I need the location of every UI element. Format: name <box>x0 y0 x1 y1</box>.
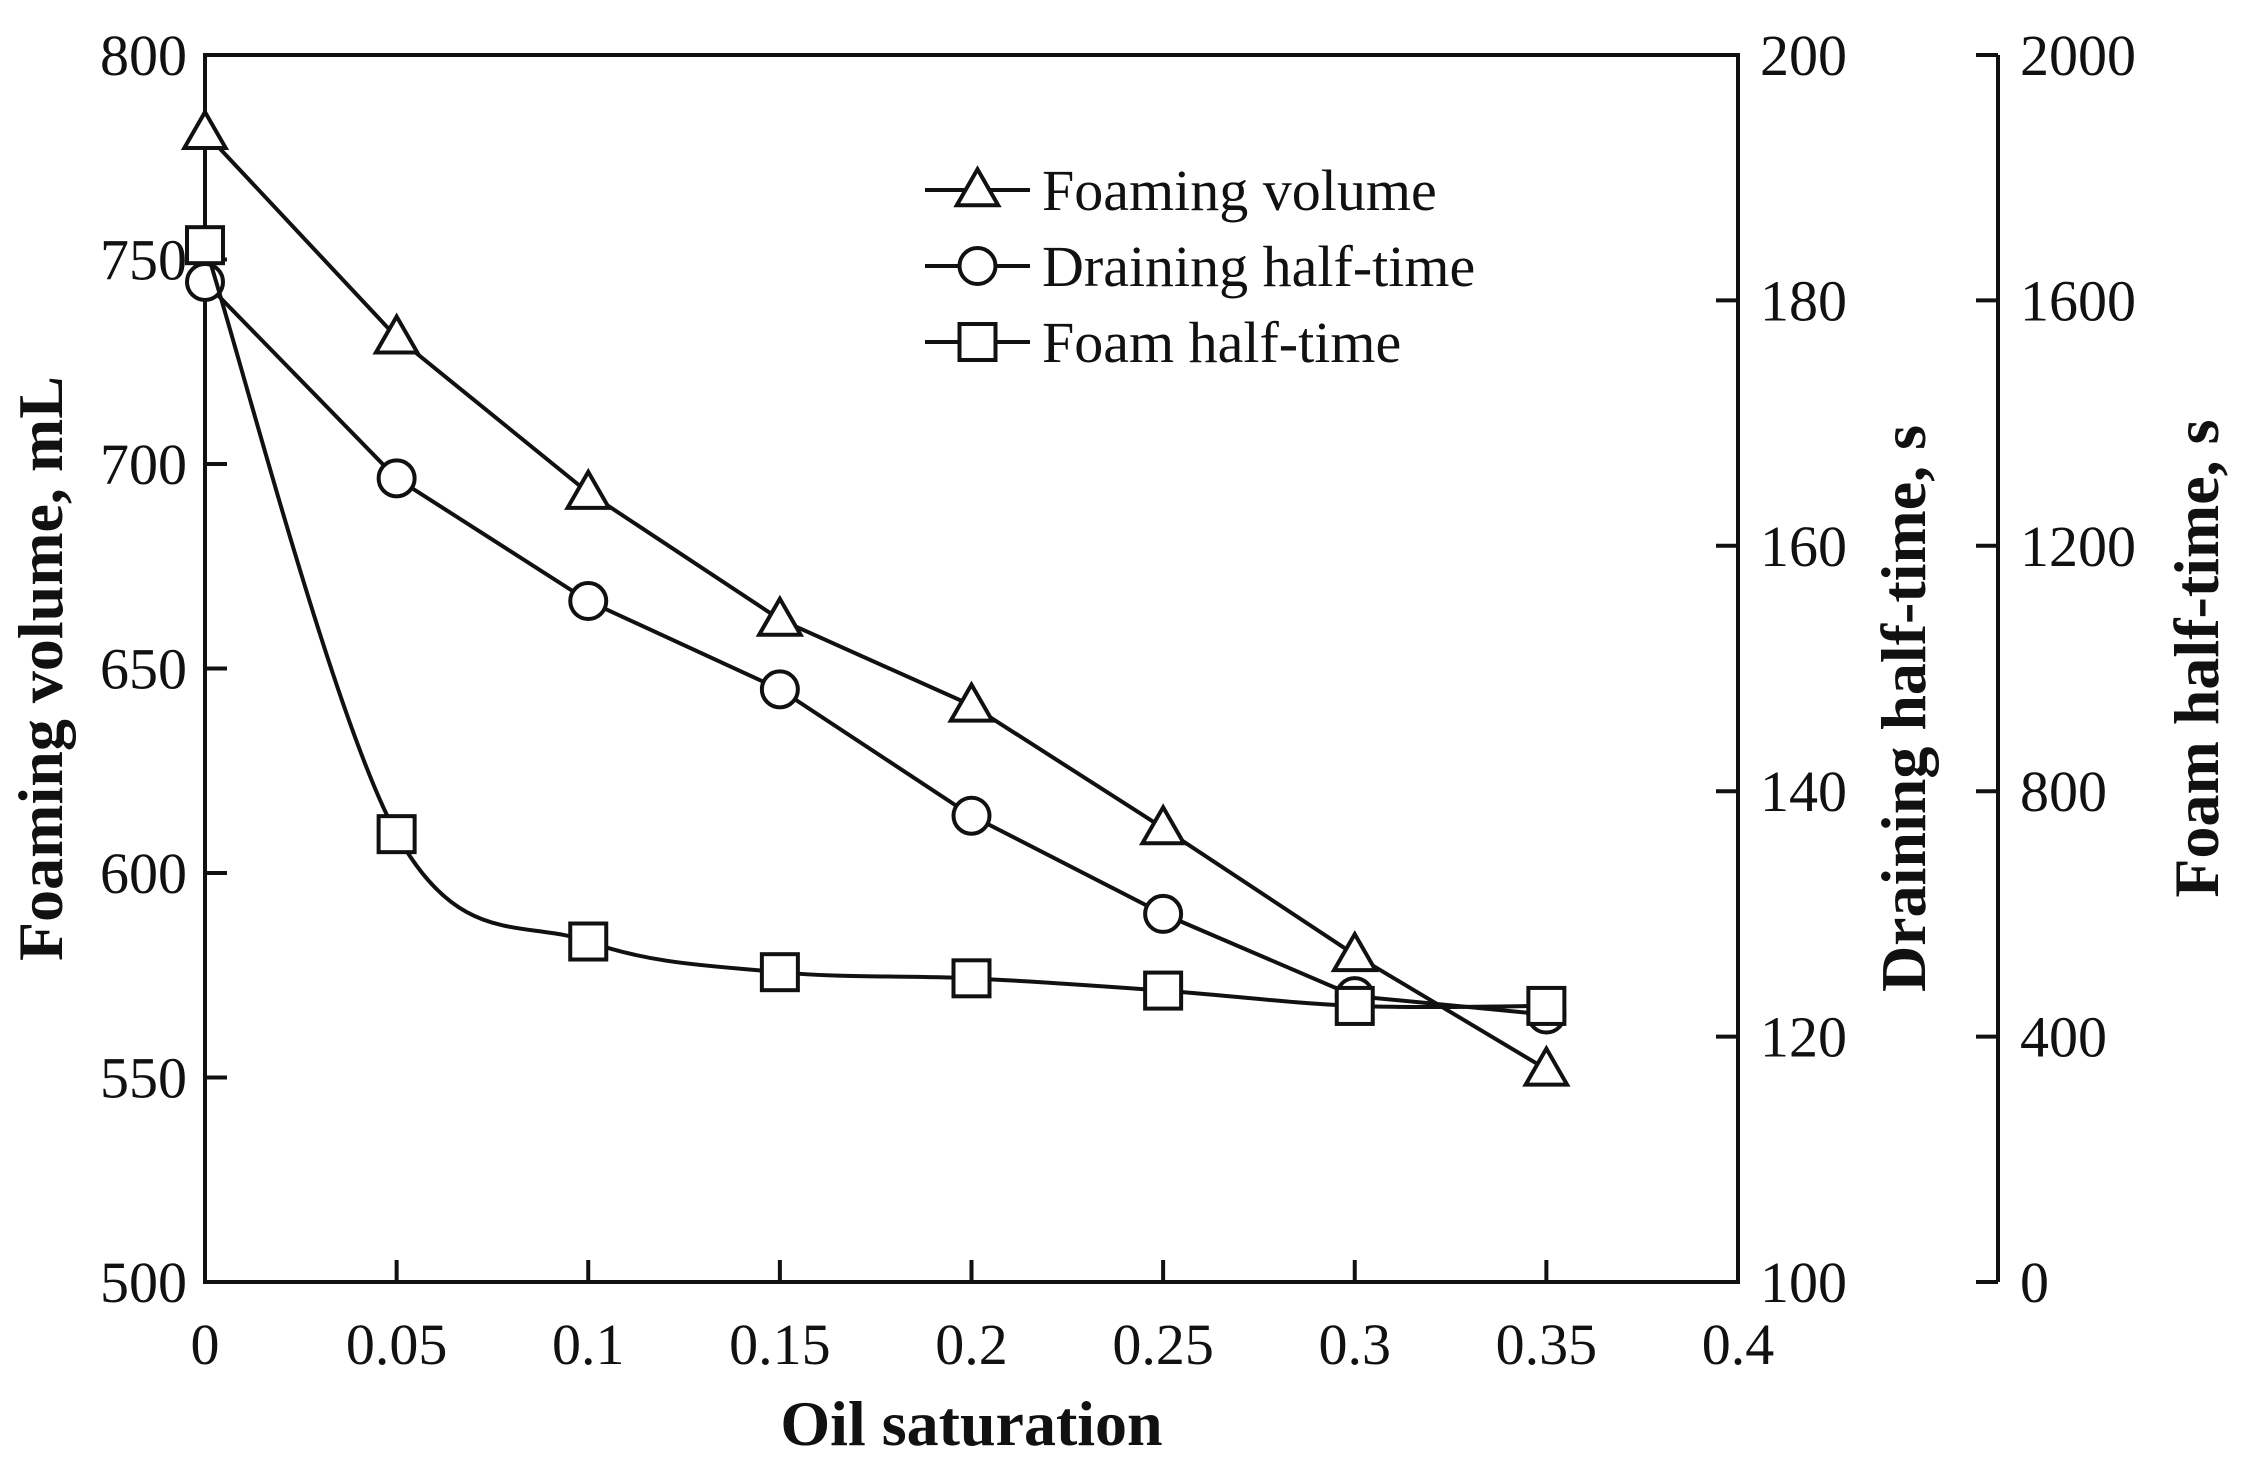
y-left-tick-label: 500 <box>100 1250 187 1315</box>
y-right1-axis-title: Draining half-time, s <box>1868 425 1939 992</box>
series-foam-half-time <box>185 225 1567 1026</box>
x-tick-label: 0.1 <box>552 1312 625 1377</box>
y-left-tick-label: 650 <box>100 637 187 702</box>
y-right2-tick-label: 1200 <box>2020 514 2136 579</box>
x-tick-label: 0.3 <box>1319 1312 1392 1377</box>
y-left-tick-label: 550 <box>100 1046 187 1111</box>
data-point-square <box>759 952 800 993</box>
data-point-square <box>376 814 417 855</box>
data-point-circle <box>376 458 417 499</box>
data-point-square <box>1143 970 1184 1011</box>
data-point-circle <box>951 795 992 836</box>
data-point-triangle <box>372 312 421 355</box>
legend-item: Foaming volume <box>925 158 1437 223</box>
x-tick-label: 0.4 <box>1702 1312 1775 1377</box>
y-right2-tick-label: 400 <box>2020 1005 2107 1070</box>
y-right1-tick-label: 120 <box>1760 1005 1847 1070</box>
series-foaming-volume <box>180 107 1571 1087</box>
y-left-tick-label: 600 <box>100 841 187 906</box>
y-left-tick-label: 700 <box>100 432 187 497</box>
y-right2-tick-label: 800 <box>2020 759 2107 824</box>
y-right1-tick-label: 180 <box>1760 268 1847 333</box>
y-right1-tick-label: 200 <box>1760 23 1847 88</box>
legend-item: Foam half-time <box>925 310 1401 375</box>
data-point-square <box>1526 985 1567 1026</box>
legend-label: Draining half-time <box>1042 234 1475 299</box>
y-left-tick-label: 750 <box>100 228 187 293</box>
y-right1-tick-label: 160 <box>1760 514 1847 579</box>
legend-marker-circle <box>957 246 998 286</box>
data-point-triangle <box>755 594 805 637</box>
x-tick-label: 0.2 <box>935 1312 1008 1377</box>
y-right2-tick-label: 0 <box>2020 1250 2049 1315</box>
y-right2-tick-label: 1600 <box>2020 268 2136 333</box>
x-tick-label: 0.15 <box>729 1312 831 1377</box>
legend-marker-triangle <box>953 165 1002 208</box>
y-right2-tick-label: 2000 <box>2020 23 2136 88</box>
data-point-triangle <box>564 467 613 510</box>
data-point-circle <box>1143 893 1184 934</box>
y-left-tick-label: 800 <box>100 23 187 88</box>
data-point-triangle <box>947 680 996 723</box>
series-line <box>203 131 1548 1072</box>
data-point-square <box>951 958 992 999</box>
data-point-triangle <box>180 107 230 151</box>
y-right2-axis-title: Foam half-time, s <box>2161 419 2232 897</box>
y-right1-tick-label: 140 <box>1760 759 1847 824</box>
legend-label: Foaming volume <box>1042 158 1437 223</box>
data-point-circle <box>759 669 800 710</box>
x-tick-label: 0 <box>191 1312 220 1377</box>
series-line <box>203 280 1547 1017</box>
data-point-triangle <box>1138 803 1188 846</box>
legend-item: Draining half-time <box>925 234 1475 299</box>
axes: 0 0.05 0.1 0.15 0.2 0.25 0.3 0.35 0.4 500 550 600 65… <box>100 23 2136 1377</box>
x-tick-label: 0.25 <box>1112 1312 1214 1377</box>
y-right1-tick-label: 100 <box>1760 1250 1847 1315</box>
legend: Foaming volume Draining half-time Foam hal… <box>925 158 1475 375</box>
data-point-triangle <box>1330 930 1379 973</box>
data-point-square <box>185 225 225 266</box>
axis-titles: Oil saturation Foaming volume, mL Draining… <box>5 376 2232 1459</box>
plot-frame <box>203 53 1740 1284</box>
y-left-axis-title: Foaming volume, mL <box>5 376 76 961</box>
x-axis-title: Oil saturation <box>780 1388 1162 1459</box>
x-tick-label: 0.05 <box>346 1312 448 1377</box>
series-draining-half-time <box>185 261 1567 1035</box>
legend-marker-square <box>957 322 998 362</box>
data-point-triangle <box>1522 1044 1571 1087</box>
data-point-square <box>568 921 609 962</box>
data-point-square <box>1334 985 1375 1026</box>
legend-label: Foam half-time <box>1042 310 1401 375</box>
series-group <box>180 107 1571 1087</box>
x-tick-label: 0.35 <box>1496 1312 1598 1377</box>
data-point-circle <box>568 581 609 622</box>
